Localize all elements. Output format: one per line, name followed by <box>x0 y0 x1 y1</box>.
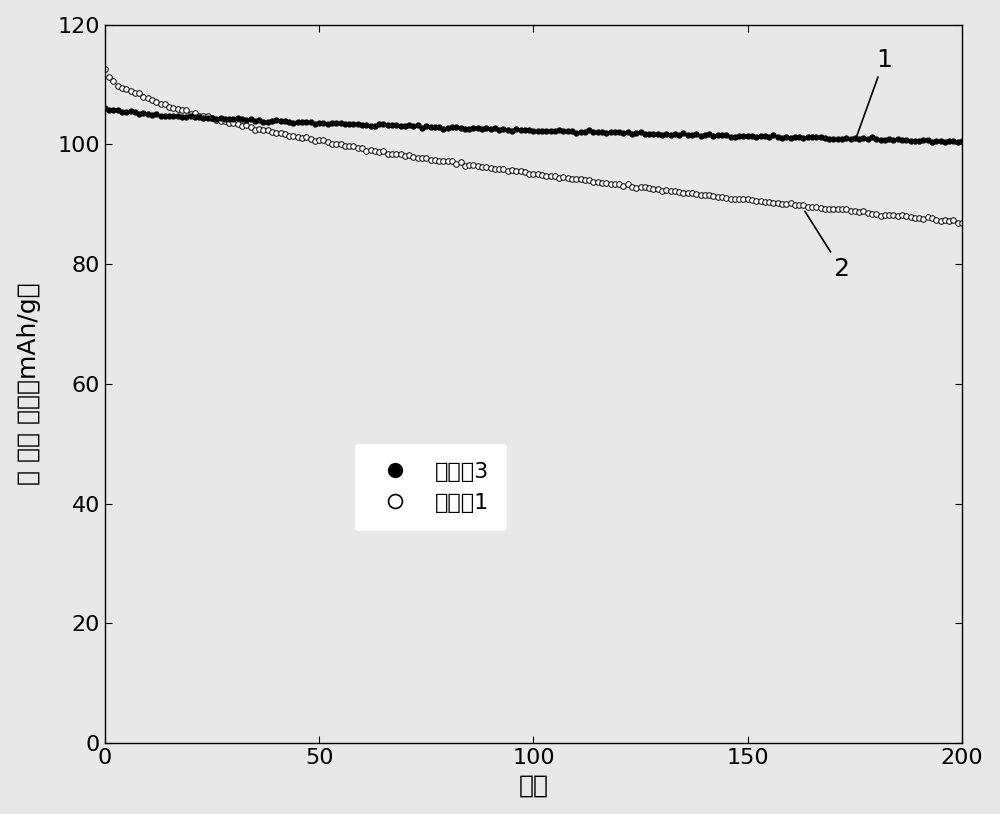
Text: 2: 2 <box>805 212 849 281</box>
Legend: 实施例3, 对比例1: 实施例3, 对比例1 <box>355 444 507 531</box>
Text: 1: 1 <box>856 47 892 138</box>
Y-axis label: 放 电比 容量（mAh/g）: 放 电比 容量（mAh/g） <box>17 282 41 485</box>
X-axis label: 循环: 循环 <box>518 773 548 798</box>
